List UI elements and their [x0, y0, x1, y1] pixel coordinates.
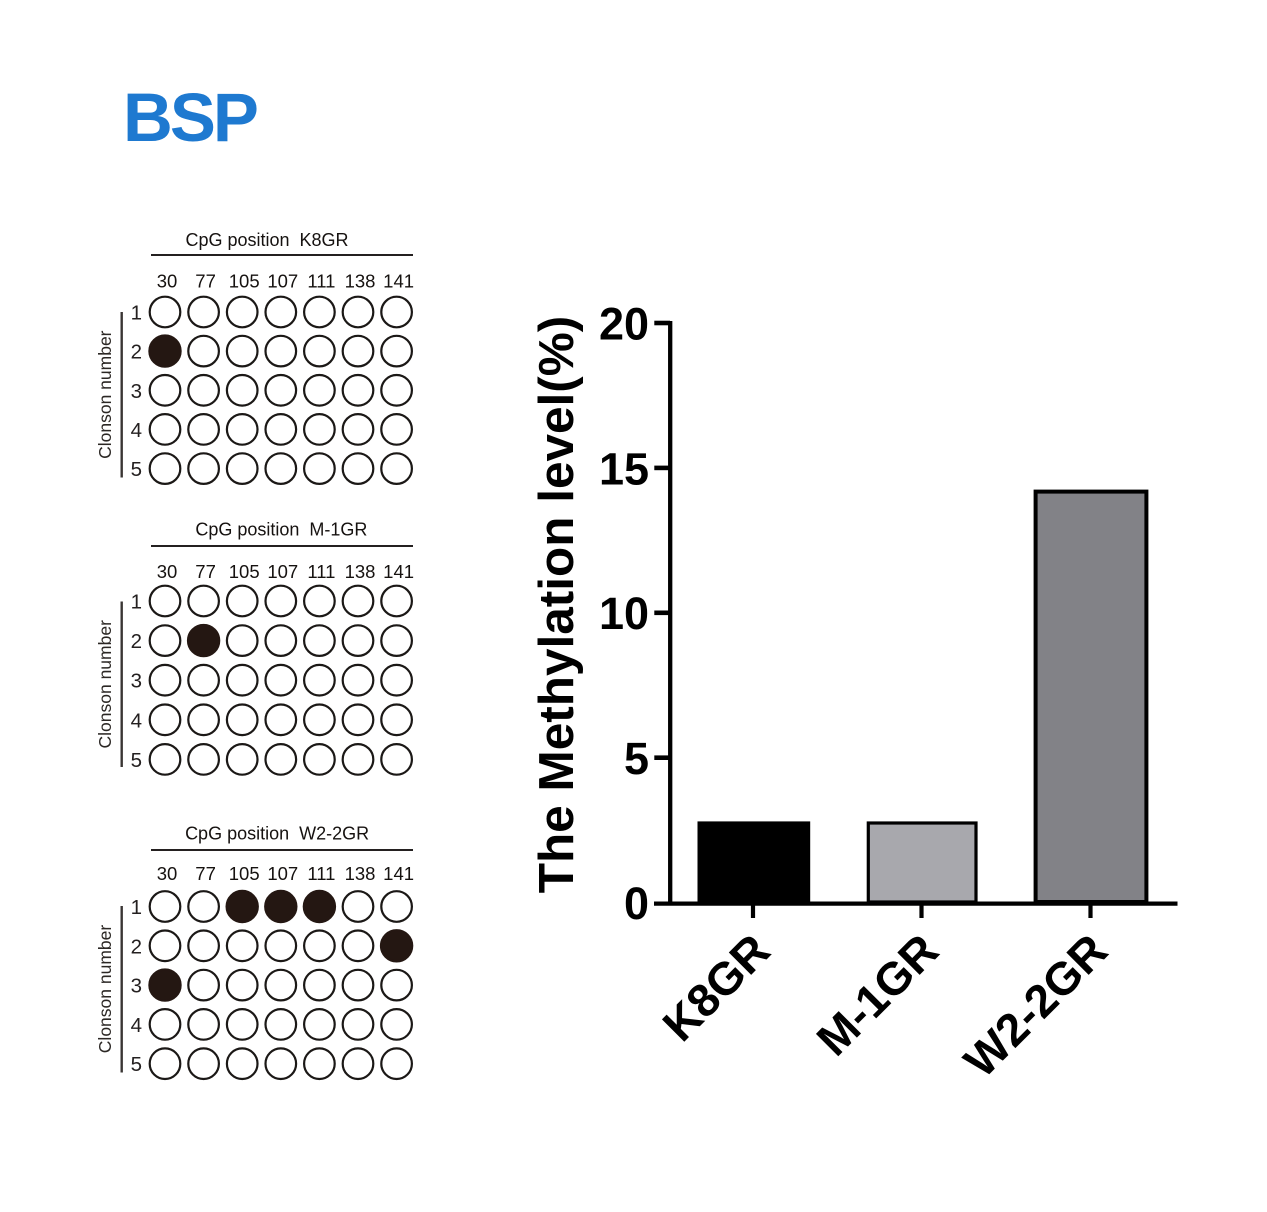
svg-text:30: 30 [157, 863, 178, 884]
svg-text:77: 77 [195, 270, 216, 291]
svg-text:111: 111 [307, 270, 335, 291]
svg-text:107: 107 [267, 270, 298, 291]
svg-text:138: 138 [345, 863, 376, 884]
svg-text:15: 15 [599, 443, 649, 494]
svg-text:CpG position M-1GR: CpG position M-1GR [195, 520, 367, 540]
svg-text:1: 1 [131, 302, 142, 325]
svg-text:107: 107 [267, 863, 298, 884]
svg-text:105: 105 [229, 561, 260, 582]
svg-text:30: 30 [157, 270, 178, 291]
svg-text:111: 111 [307, 561, 335, 582]
svg-text:1: 1 [131, 896, 142, 919]
svg-text:2: 2 [131, 630, 142, 653]
svg-text:138: 138 [345, 561, 376, 582]
svg-text:BSP: BSP [123, 79, 257, 156]
svg-text:10: 10 [599, 588, 649, 639]
svg-text:Clonson number: Clonson number [95, 925, 115, 1054]
svg-text:5: 5 [131, 1053, 142, 1076]
svg-text:5: 5 [624, 733, 649, 784]
svg-text:4: 4 [131, 1014, 142, 1037]
svg-text:5: 5 [131, 458, 142, 481]
svg-text:CpG position W2-2GR: CpG position W2-2GR [185, 824, 369, 844]
svg-text:3: 3 [131, 380, 142, 403]
svg-text:5: 5 [131, 749, 142, 772]
svg-text:141: 141 [383, 270, 414, 291]
svg-text:77: 77 [195, 561, 216, 582]
svg-text:141: 141 [383, 863, 414, 884]
svg-text:107: 107 [267, 561, 298, 582]
svg-text:0: 0 [624, 878, 649, 929]
svg-text:2: 2 [131, 935, 142, 958]
svg-text:1: 1 [131, 591, 142, 614]
svg-text:4: 4 [131, 709, 142, 732]
svg-text:138: 138 [345, 270, 376, 291]
svg-text:30: 30 [157, 561, 178, 582]
svg-text:20: 20 [599, 298, 649, 349]
svg-text:Clonson number: Clonson number [95, 330, 115, 459]
svg-text:2: 2 [131, 341, 142, 364]
svg-text:111: 111 [307, 863, 335, 884]
svg-text:3: 3 [131, 975, 142, 998]
svg-text:77: 77 [195, 863, 216, 884]
svg-text:3: 3 [131, 670, 142, 693]
svg-text:Clonson number: Clonson number [95, 620, 115, 749]
svg-text:105: 105 [229, 863, 260, 884]
svg-text:The Methylation level(%): The Methylation level(%) [529, 316, 584, 894]
svg-text:4: 4 [131, 419, 142, 442]
svg-text:105: 105 [229, 270, 260, 291]
svg-text:CpG position K8GR: CpG position K8GR [185, 230, 348, 250]
svg-text:141: 141 [383, 561, 414, 582]
